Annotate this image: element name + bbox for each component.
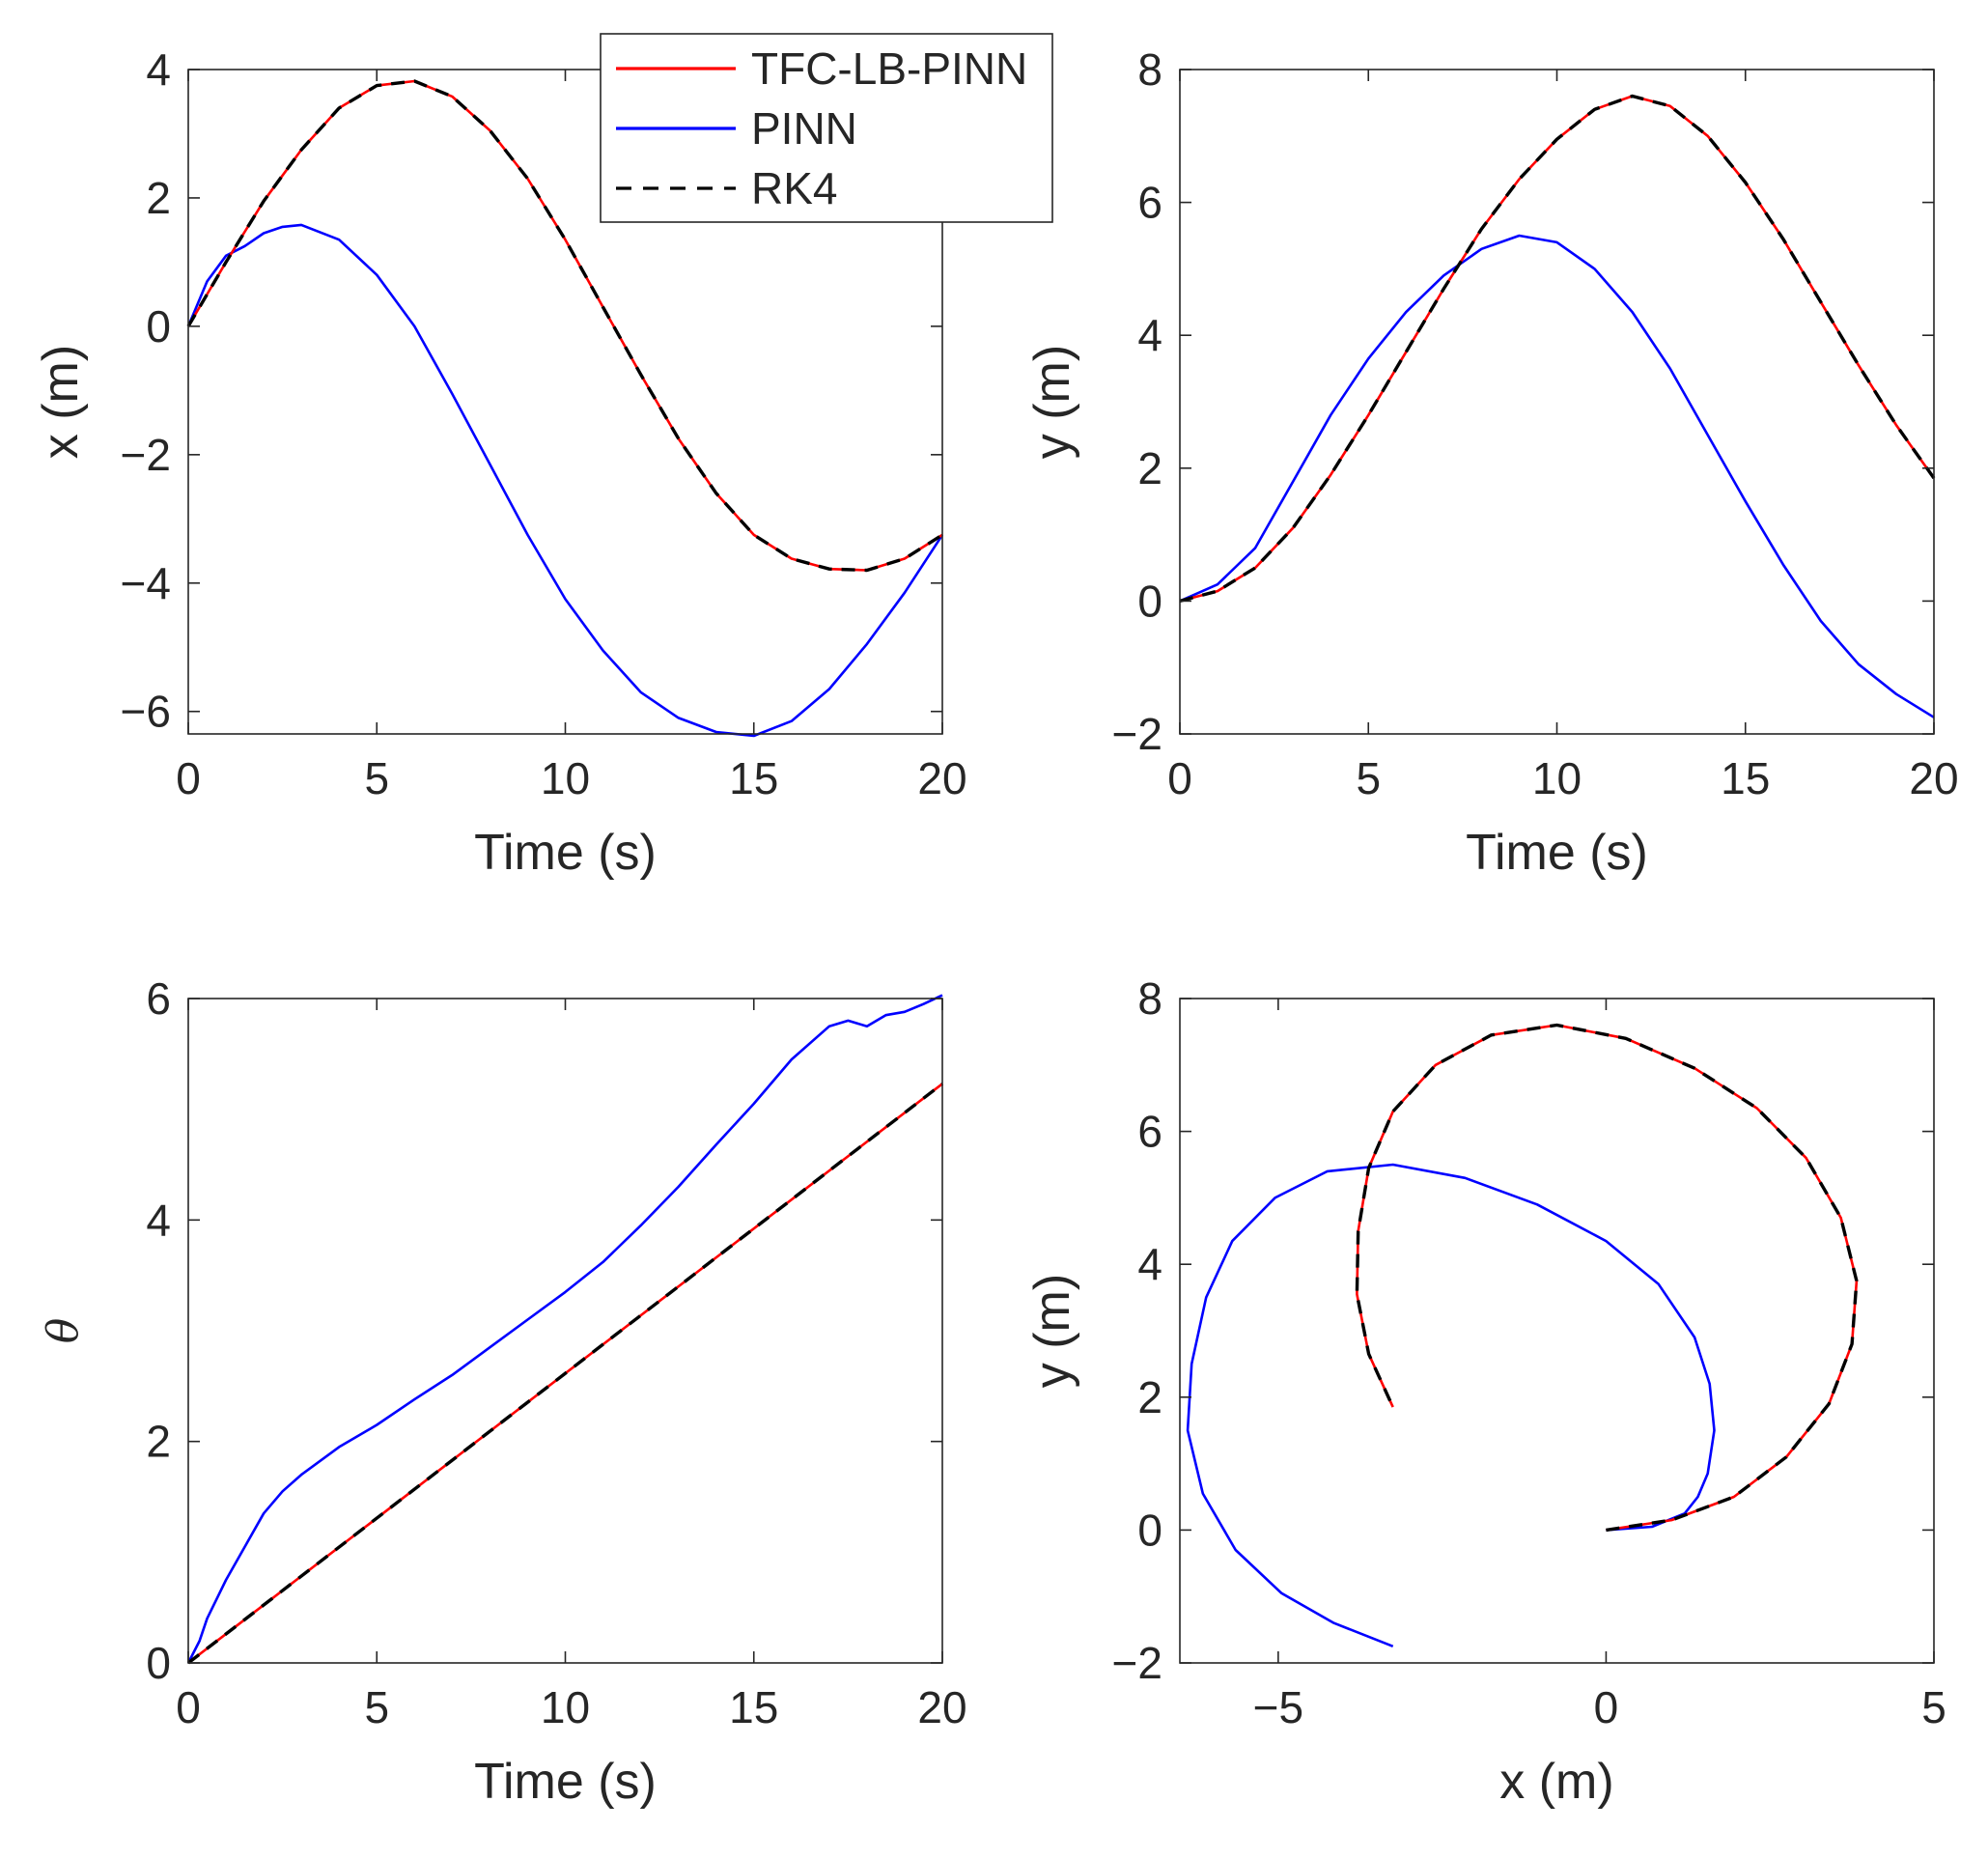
y-tick-label: 0 — [146, 1638, 171, 1688]
x-tick-label: 10 — [1532, 753, 1582, 803]
series-line-pinn — [186, 223, 944, 738]
x-tick-label: 5 — [1921, 1682, 1946, 1732]
axes-frame — [187, 998, 943, 1664]
legend-label-rk4: RK4 — [751, 163, 837, 213]
series-line-tfc-lb-pinn — [1356, 1024, 1859, 1532]
y-tick-label: 4 — [1137, 1239, 1162, 1289]
x-tick-label: 0 — [176, 1682, 201, 1732]
x-tick-label: 5 — [1356, 753, 1381, 803]
x-tick-label: 10 — [541, 1682, 590, 1732]
axes-frame — [1179, 69, 1935, 735]
x-tick-label: 20 — [917, 753, 966, 803]
y-tick-label: 2 — [146, 173, 171, 223]
series-line-pinn — [1186, 1163, 1716, 1648]
y-tick-label: 0 — [146, 301, 171, 352]
panel-theta-vs-time: 0 5 10 15 20 0 2 4 6 Time (s) θ — [39, 973, 967, 1810]
x-tick-label: 20 — [1909, 753, 1958, 803]
y-tick-label: −6 — [121, 687, 171, 737]
x-tick-label: 5 — [364, 753, 389, 803]
legend-label-tfc-lb-pinn: TFC-LB-PINN — [751, 43, 1027, 94]
y-axis-label: y (m) — [1024, 345, 1080, 459]
y-tick-label: −4 — [121, 558, 171, 608]
x-tick-label: 20 — [917, 1682, 966, 1732]
panel-x-vs-time: 0 5 10 15 20 −6 −4 −2 0 2 4 Time (s) x (m) TFC-LB-PIN… — [33, 33, 1053, 881]
x-tick-label: 0 — [1167, 753, 1192, 803]
series-line-rk4 — [1355, 1023, 1859, 1533]
x-tick-label: 0 — [1594, 1682, 1619, 1732]
y-tick-label: −2 — [1112, 709, 1162, 759]
axes-frame — [1179, 998, 1935, 1664]
panel-y-vs-x: −5 0 5 −2 0 2 4 6 8 x (m) y (m) — [1024, 973, 1946, 1810]
x-tick-label: −5 — [1253, 1682, 1303, 1732]
y-tick-label: 6 — [1137, 178, 1162, 228]
y-tick-label: −2 — [1112, 1638, 1162, 1688]
legend: TFC-LB-PINN PINN RK4 — [600, 33, 1053, 223]
y-axis-label: y (m) — [1024, 1274, 1080, 1388]
x-tick-label: 15 — [729, 753, 778, 803]
y-tick-label: 8 — [1137, 973, 1162, 1024]
y-tick-label: −2 — [121, 430, 171, 480]
x-tick-label: 0 — [176, 753, 201, 803]
y-tick-label: 8 — [1137, 44, 1162, 95]
x-tick-label: 15 — [729, 1682, 778, 1732]
series-line-pinn — [186, 994, 943, 1664]
x-tick-label: 5 — [364, 1682, 389, 1732]
x-axis-label: Time (s) — [474, 825, 657, 881]
legend-label-pinn: PINN — [751, 103, 857, 154]
y-tick-label: 6 — [1137, 1107, 1162, 1157]
series-line-tfc-lb-pinn — [186, 79, 943, 572]
y-tick-label: 4 — [1137, 310, 1162, 360]
series-line-pinn — [1179, 234, 1935, 718]
y-tick-label: 4 — [146, 44, 171, 95]
y-tick-label: 0 — [1137, 1505, 1162, 1555]
y-tick-label: 0 — [1137, 576, 1162, 626]
y-tick-label: 2 — [1137, 443, 1162, 493]
y-axis-label: θ — [39, 1318, 88, 1344]
x-tick-label: 10 — [541, 753, 590, 803]
x-axis-label: Time (s) — [474, 1754, 657, 1810]
x-axis-label: Time (s) — [1466, 825, 1648, 881]
y-tick-label: 2 — [146, 1417, 171, 1467]
x-tick-label: 15 — [1721, 753, 1770, 803]
y-tick-label: 4 — [146, 1195, 171, 1245]
series-line-rk4 — [186, 1082, 944, 1665]
y-tick-label: 2 — [1137, 1372, 1162, 1422]
y-axis-label: x (m) — [33, 345, 89, 459]
y-tick-label: 6 — [146, 973, 171, 1024]
series-line-rk4 — [1179, 94, 1936, 604]
x-axis-label: x (m) — [1499, 1754, 1613, 1810]
